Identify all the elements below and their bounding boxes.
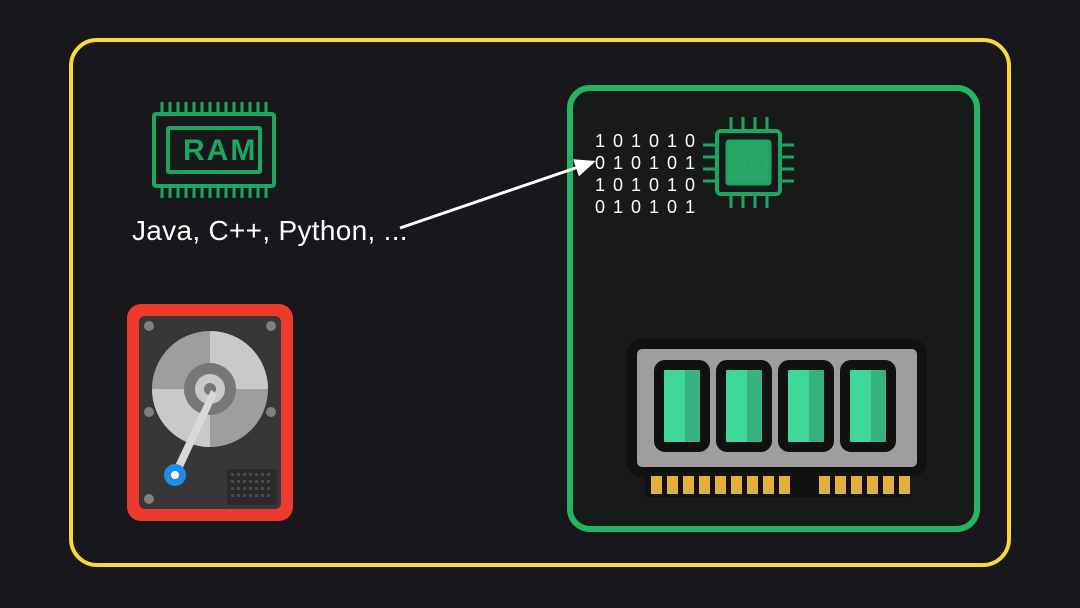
binary-stream: 101010 010101 101010 010101 — [595, 130, 703, 218]
binary-row: 101010 — [595, 175, 703, 195]
cpu-chip-label: CPU — [731, 152, 773, 175]
ram-module-icon — [627, 339, 927, 504]
binary-row: 010101 — [595, 197, 703, 217]
binary-row: 010101 — [595, 153, 703, 173]
hdd-icon — [127, 304, 293, 521]
binary-row: 101010 — [595, 131, 703, 151]
